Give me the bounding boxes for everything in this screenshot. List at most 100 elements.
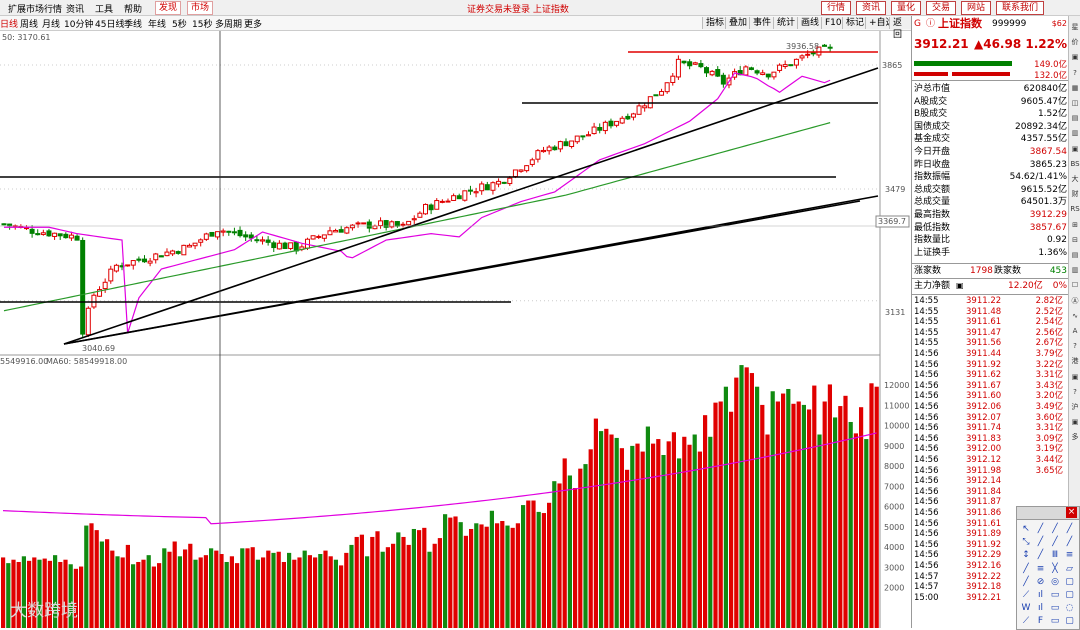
sidebar-tool-icon[interactable]: ▣ [1071,372,1079,381]
sidebar-tool-icon[interactable]: ⊟ [1072,235,1078,244]
sidebar-tool-icon[interactable]: ? [1073,68,1077,77]
overlay-button[interactable]: 叠加 [725,17,751,29]
close-icon[interactable]: × [1066,507,1077,518]
draw-tool-icon[interactable]: ◎ [1051,576,1059,587]
sidebar-tool-icon[interactable]: 港 [1071,357,1079,366]
period-quarterly[interactable]: 季线 [124,20,143,30]
nav-news-button[interactable]: 资讯 [856,1,887,15]
sidebar-tool-icon[interactable]: ▥ [1071,129,1079,138]
back-button[interactable]: 返回 [889,17,912,40]
tick-time: 14:55 [914,306,939,317]
sidebar-tool-icon[interactable]: 星 [1071,23,1079,31]
stats-button[interactable]: 统计 [773,17,799,29]
info-icon[interactable]: ⓘ [926,19,936,29]
sidebar-tool-icon[interactable]: ∿ [1072,311,1078,320]
sidebar-tool-icon[interactable]: 财 [1071,190,1079,199]
event-button[interactable]: 事件 [749,17,775,29]
sidebar-tool-icon[interactable]: ▤ [1071,251,1079,259]
draw-tool-icon[interactable]: ▢ [1065,616,1074,627]
period-more[interactable]: 更多 [244,20,263,30]
period-yearly[interactable]: 年线 [148,20,167,30]
draw-tool-icon[interactable]: ▭ [1050,603,1060,614]
main-flow-icon[interactable]: ▣ [956,281,964,290]
sidebar-tool-icon[interactable]: ▤ [1071,114,1079,123]
sidebar-tool-icon[interactable]: 大 [1071,175,1079,183]
sidebar-tool-icon[interactable]: 价 [1071,38,1079,47]
tab-market[interactable]: 市场 [187,1,214,15]
period-10min[interactable]: 10分钟 [64,20,94,30]
nav-quotes-button[interactable]: 行情 [821,1,852,15]
draw-tool-icon[interactable]: ⊘ [1036,576,1045,587]
draw-tool-icon[interactable]: F [1037,616,1044,627]
draw-tool-icon[interactable]: ▭ [1050,616,1060,627]
draw-tool-icon[interactable]: ▢ [1065,576,1074,587]
trend-line[interactable] [63,67,879,345]
sidebar-tool-icon[interactable]: ? [1073,387,1077,396]
draw-tool-icon[interactable]: ╱ [1052,524,1058,534]
draw-tool-icon[interactable]: ıl [1037,603,1043,614]
draw-tool-icon[interactable]: ╱ [1037,550,1044,561]
draw-tool-icon[interactable]: ╱ [1023,576,1029,587]
nav-trade-button[interactable]: 交易 [926,1,957,15]
kline-chart[interactable]: 50: 3170.61 3865 3479 3131 3369.7 3936.5… [0,31,911,628]
sidebar-tool-icon[interactable]: 多 [1071,433,1079,442]
draw-tool-icon[interactable]: W [1021,603,1031,614]
nav-quant-button[interactable]: 量化 [891,1,922,15]
candle-body [619,117,625,124]
draw-line-button[interactable]: 画线 [797,17,823,29]
tick-time: 14:56 [914,349,939,359]
draw-tool-icon[interactable]: ⤡ [1022,537,1030,548]
mark-button[interactable]: 标记 [842,17,868,29]
draw-tool-icon[interactable]: ▱ [1066,563,1073,574]
draw-tool-icon[interactable]: ◌ [1065,603,1074,614]
sidebar-tool-icon[interactable]: ▣ [1071,53,1079,62]
draw-tool-icon[interactable]: Ⅲ [1051,550,1059,561]
menu-help[interactable]: 帮助 [124,5,143,15]
draw-tool-icon[interactable]: ⟋ [1022,590,1030,600]
draw-tool-icon[interactable]: ▭ [1050,590,1060,600]
f10-button[interactable]: F10 [821,17,845,29]
sidebar-tool-icon[interactable]: ▣ [1071,418,1079,427]
draw-tool-icon[interactable]: ▢ [1065,590,1074,600]
draw-tool-icon[interactable]: ╱ [1037,524,1044,534]
sidebar-tool-icon[interactable]: ▣ [1071,144,1079,153]
sidebar-tool-icon[interactable]: A [1072,327,1078,335]
nav-contact-button[interactable]: 联系我们 [996,1,1045,15]
draw-tool-icon[interactable]: ıl [1037,590,1043,600]
sidebar-tool-icon[interactable]: ? [1073,342,1077,351]
period-45day[interactable]: 45日线 [95,20,125,30]
menu-extended-market[interactable]: 扩展市场行情 [8,5,63,15]
draw-tool-icon[interactable]: ╱ [1037,537,1044,548]
period-multi[interactable]: 多周期 [215,20,243,30]
menu-tools[interactable]: 工具 [95,5,114,15]
sidebar-tool-icon[interactable]: ▦ [1071,83,1079,92]
trend-line[interactable] [63,200,861,345]
sidebar-tool-icon[interactable]: Ⓐ [1071,296,1079,305]
draw-tool-icon[interactable]: ≡ [1036,563,1045,574]
sidebar-tool-icon[interactable]: ▥ [1071,266,1079,275]
sidebar-tool-icon[interactable]: ☐ [1071,281,1079,290]
period-monthly[interactable]: 月线 [42,20,61,30]
sidebar-tool-icon[interactable]: ⊞ [1072,220,1078,229]
menu-news[interactable]: 资讯 [66,5,85,15]
sidebar-tool-icon[interactable]: RS [1070,205,1080,214]
draw-tool-icon[interactable]: ╳ [1052,563,1058,574]
draw-tool-icon[interactable]: ⟋ [1022,616,1030,627]
tab-discover[interactable]: 发现 [155,1,182,15]
draw-tool-icon[interactable]: ╱ [1066,537,1073,548]
sidebar-tool-icon[interactable]: 沪 [1071,403,1079,411]
sidebar-tool-icon[interactable]: ◫ [1071,99,1079,107]
period-weekly[interactable]: 周线 [20,20,39,30]
draw-tool-icon[interactable]: ↕ [1022,550,1030,561]
draw-tool-icon[interactable]: ╱ [1066,524,1073,534]
draw-tool-icon[interactable]: ╱ [1023,563,1029,574]
indicator-button[interactable]: 指标 [702,17,728,29]
draw-tool-icon[interactable]: ↖ [1022,524,1030,534]
draw-tool-icon[interactable]: ≡ [1065,550,1074,561]
sidebar-tool-icon[interactable]: BS [1070,159,1080,168]
nav-website-button[interactable]: 网站 [961,1,992,15]
period-15sec[interactable]: 15秒 [192,20,213,30]
period-5sec[interactable]: 5秒 [172,20,187,30]
period-daily[interactable]: 日线 [0,20,19,30]
draw-tool-icon[interactable]: ╱ [1052,537,1058,548]
